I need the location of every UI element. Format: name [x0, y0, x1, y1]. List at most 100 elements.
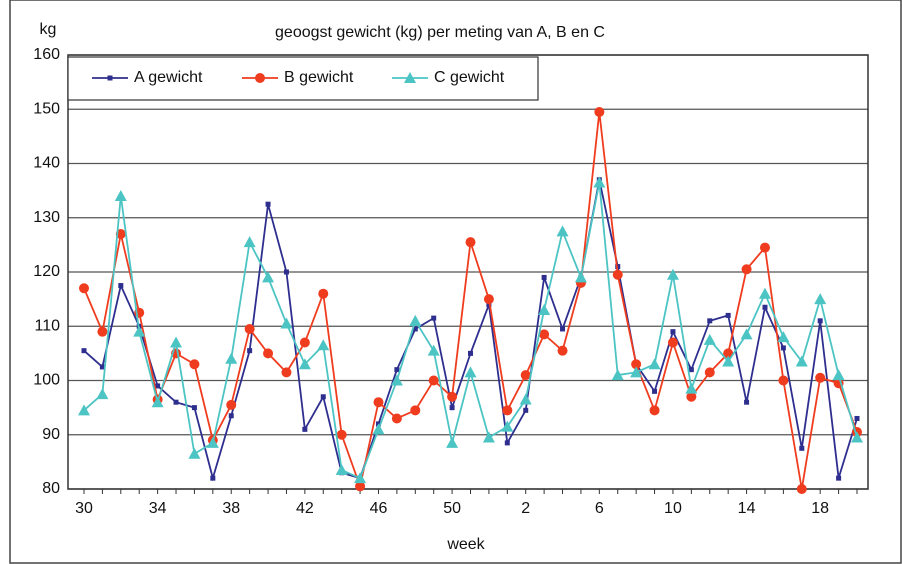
point	[373, 397, 384, 408]
point	[854, 415, 860, 421]
point	[836, 475, 842, 481]
point	[670, 329, 676, 335]
point	[390, 374, 403, 386]
point	[317, 339, 330, 351]
point	[574, 271, 587, 283]
point	[391, 413, 402, 424]
point	[243, 236, 256, 248]
point	[519, 393, 532, 405]
y-tick-label: 110	[34, 317, 60, 334]
point	[412, 326, 418, 332]
point	[99, 364, 105, 370]
point	[744, 399, 750, 405]
point	[538, 303, 551, 315]
x-tick-label: 30	[75, 500, 93, 517]
point	[96, 388, 109, 400]
point	[688, 367, 694, 373]
point	[465, 237, 476, 248]
point	[354, 472, 367, 484]
point	[703, 333, 716, 345]
point	[320, 394, 326, 400]
point	[759, 242, 770, 253]
x-tick-label: 10	[664, 500, 682, 517]
point	[410, 405, 421, 416]
point	[762, 304, 768, 310]
point	[155, 383, 161, 389]
point	[851, 431, 863, 443]
point	[667, 337, 678, 348]
point	[722, 355, 735, 367]
point	[502, 405, 513, 416]
point	[704, 367, 715, 378]
point	[225, 352, 238, 364]
x-tick-label: 50	[443, 500, 461, 517]
point	[780, 345, 786, 351]
y-tick-label: 120	[33, 263, 60, 280]
point	[541, 274, 547, 280]
y-tick-label: 150	[33, 100, 60, 117]
legend-marker	[255, 73, 265, 83]
point	[372, 423, 385, 435]
point	[283, 269, 289, 275]
point	[210, 475, 216, 481]
point	[464, 366, 477, 378]
point	[431, 315, 437, 321]
x-tick-label: 34	[149, 500, 167, 517]
point	[263, 348, 274, 359]
point	[299, 337, 310, 348]
point	[795, 355, 808, 367]
point	[483, 294, 494, 305]
point	[97, 326, 108, 337]
point	[265, 201, 271, 207]
point	[206, 436, 219, 448]
legend-label: A gewicht	[134, 69, 203, 86]
legend-marker	[404, 72, 416, 83]
point	[468, 350, 473, 356]
point	[118, 283, 124, 289]
point	[447, 391, 458, 402]
point	[612, 269, 623, 280]
point	[428, 375, 439, 386]
point	[539, 329, 550, 340]
point	[151, 396, 164, 408]
y-tick-label: 130	[33, 209, 60, 226]
plot-frame	[67, 54, 869, 490]
point	[777, 331, 790, 343]
point	[615, 264, 621, 270]
x-tick-label: 38	[222, 500, 240, 517]
legend-label: B gewicht	[284, 69, 354, 86]
point	[188, 447, 201, 459]
point	[685, 382, 698, 394]
point	[170, 336, 183, 348]
legend-box	[67, 56, 539, 101]
point	[814, 293, 827, 305]
point	[817, 318, 823, 324]
point	[247, 348, 253, 354]
x-tick-label: 6	[595, 500, 604, 517]
chart-title: geoogst gewicht (kg) per meting van A, B…	[275, 24, 605, 41]
y-tick-label: 140	[33, 155, 60, 172]
point	[501, 420, 514, 432]
point	[556, 225, 569, 237]
point	[133, 325, 146, 337]
point	[318, 288, 329, 299]
point	[832, 369, 845, 381]
point	[740, 328, 753, 340]
point	[446, 436, 459, 448]
point	[355, 481, 366, 492]
point	[482, 431, 495, 443]
point	[302, 426, 308, 432]
y-axis-label: kg	[40, 21, 57, 38]
point	[725, 312, 731, 318]
point	[226, 399, 237, 410]
y-tick-label: 80	[42, 480, 60, 497]
y-tick-label: 100	[33, 372, 60, 389]
legend-label: C gewicht	[434, 69, 505, 86]
legend-marker	[107, 75, 113, 81]
point	[523, 407, 529, 413]
point	[262, 271, 275, 283]
point	[666, 268, 679, 280]
point	[778, 375, 789, 386]
point	[557, 345, 568, 356]
